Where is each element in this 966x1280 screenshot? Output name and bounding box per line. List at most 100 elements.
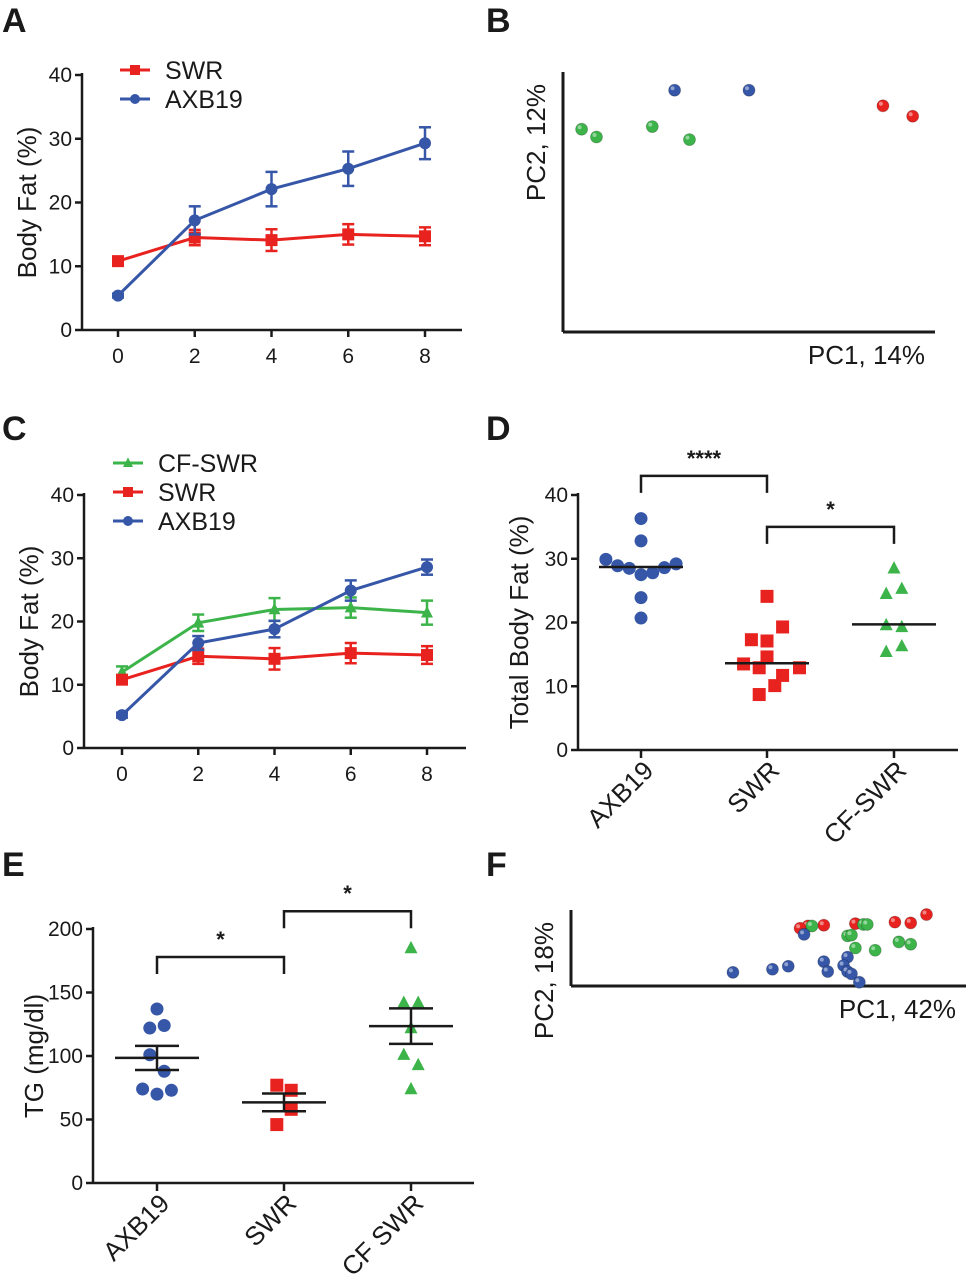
panel-e-data-point-swr <box>284 1083 298 1097</box>
panel-letter-b: B <box>486 2 511 40</box>
panel-f-pca-point-blue <box>797 927 811 941</box>
panel-d-data-point-axb19 <box>634 591 648 605</box>
panel-letter-e: E <box>2 846 25 884</box>
panel-f-pca-point-green-highlight <box>847 931 852 936</box>
panel-a-legend-label-swr: SWR <box>165 57 223 85</box>
panel-f-pca-point-blue-highlight <box>819 957 824 962</box>
panel-e-data-point-axb19 <box>150 1087 164 1101</box>
panel-f-pca-point-green <box>868 943 882 957</box>
panel-f-pca-point-blue-highlight <box>839 961 844 966</box>
panel-d-data-point-axb19 <box>611 559 625 573</box>
panel-f-pca-point-red <box>888 915 902 929</box>
panel-c-data-point-cf-swr <box>344 600 357 613</box>
panel-e-significance-bracket <box>282 909 413 929</box>
panel-a-data-point-axb19 <box>188 214 201 227</box>
panel-f-pca-point-blue-body <box>852 975 866 989</box>
panel-f-pca-point-green-body <box>868 943 882 957</box>
panel-a-series-line-axb19 <box>116 141 426 297</box>
panel-b-pca-point-red <box>906 109 920 123</box>
panel-e-data-point-axb19 <box>143 1021 157 1035</box>
panel-a-data-point-swr <box>342 228 355 241</box>
panel-f-pca-point-green-highlight <box>894 937 899 942</box>
panel-c-legend-marker <box>123 487 133 497</box>
panel-e-data-point-axb19 <box>150 1002 164 1016</box>
panel-f-pca-point-blue-body <box>766 962 779 976</box>
panel-d-data-point-axb19 <box>599 552 613 566</box>
panel-b-pca-point-green-body <box>575 122 588 136</box>
panel-b-pca-point-red-body <box>906 109 920 123</box>
panel-b-pca-point-green-highlight <box>648 122 653 127</box>
panel-f-pca-point-red-highlight <box>890 918 895 923</box>
panel-b-pca-point-red-highlight <box>908 112 913 117</box>
panel-b-pca-point-green <box>575 122 588 136</box>
panel-c-legend-marker <box>123 457 133 467</box>
panel-e-y-tick-label: 150 <box>48 982 83 1005</box>
panel-d-data-point-swr <box>776 668 790 682</box>
panel-d-data-point-cf-swr <box>895 638 909 652</box>
panel-c-data-point-axb19 <box>116 709 128 722</box>
panel-c-legend-marker <box>123 516 133 526</box>
panel-f-pca-point-green-highlight <box>871 946 876 951</box>
panel-a-y-tick-label: 20 <box>49 192 72 215</box>
panel-b-pca-point-green-body <box>590 130 603 144</box>
panel-f-pca-point-blue <box>726 965 740 979</box>
panel-d-x-tick-label: SWR <box>721 755 785 819</box>
panel-d-y-axis-label: Total Body Fat (%) <box>504 516 534 730</box>
panel-c-legend-label-swr: SWR <box>158 479 216 507</box>
panel-b-pca-point-blue-highlight <box>670 86 675 91</box>
panel-f-pca-point-green <box>845 928 858 942</box>
panel-c-y-tick-label: 40 <box>51 484 74 507</box>
panel-b-pca-point-green <box>683 133 696 147</box>
panel-b-pca-point-green-highlight <box>577 125 582 130</box>
panel-c-data-point-axb19 <box>268 623 281 636</box>
panel-e-data-point-axb19 <box>143 1048 157 1062</box>
panel-d-significance-label: **** <box>687 446 722 471</box>
panel-c-x-tick-label: 2 <box>192 763 204 786</box>
panel-c-data-point-axb19 <box>344 584 357 597</box>
panel-c-data-point-cf-swr <box>268 602 281 615</box>
panel-d-data-point-swr <box>760 650 774 664</box>
panel-e-y-tick-label: 0 <box>71 1172 83 1195</box>
panel-d-data-point-swr <box>776 620 790 634</box>
panel-b-x-axis-label: PC1, 14% <box>808 340 925 370</box>
panel-a-data-point-axb19 <box>419 137 431 150</box>
panel-f-pca-point-green-highlight <box>807 921 812 926</box>
panel-e-data-point-swr <box>270 1078 284 1092</box>
panel-f-pca-point-green-body <box>849 941 862 955</box>
panel-a-x-tick-label: 0 <box>112 345 124 368</box>
panel-e-y-axis-label: TG (mg/dl) <box>19 994 49 1118</box>
panel-b-pca-point-red-body <box>876 99 890 113</box>
panel-a-data-point-swr <box>112 255 124 268</box>
panel-c-data-point-swr <box>192 650 205 663</box>
panel-d-y-tick-label: 30 <box>545 548 568 571</box>
panel-d-data-point-cf-swr <box>887 561 901 574</box>
panel-f-pca-point-red-highlight <box>796 924 801 929</box>
panel-f-pca-point-green-body <box>904 937 918 951</box>
panel-f-pca-point-red-highlight <box>819 921 824 926</box>
panel-f-pca-point-red-highlight <box>906 918 911 923</box>
panel-f-pca-point-blue-body <box>797 927 811 941</box>
panel-f-pca-point-blue-highlight <box>843 953 848 958</box>
panel-f-pca-point-blue-body <box>726 965 740 979</box>
panel-c-legend-label-cf-swr: CF-SWR <box>158 450 258 478</box>
panel-c-x-tick-label: 4 <box>269 763 281 786</box>
panel-a-legend-marker <box>130 94 140 104</box>
panel-f-pca-point-green-body <box>805 919 819 933</box>
panel-a-data-point-swr <box>265 234 278 247</box>
panel-e-significance-bracket <box>155 955 286 974</box>
panel-d-data-point-axb19 <box>622 561 636 575</box>
panel-b-pca-point-green <box>590 130 603 144</box>
panel-d-x-tick-label: CF-SWR <box>818 755 913 850</box>
panel-f-pca-point-red-body <box>920 908 933 921</box>
panel-f-pca-point-green-highlight <box>906 940 911 945</box>
panel-a-data-point-axb19 <box>265 183 278 196</box>
panel-d-data-point-axb19 <box>634 534 648 548</box>
panel-d-y-tick-label: 20 <box>545 612 568 635</box>
panel-d-data-point-swr <box>768 679 782 693</box>
panel-f-pca-point-blue-highlight <box>823 967 828 972</box>
panel-f-pca-point-blue <box>845 967 858 981</box>
panel-e-data-point-axb19 <box>164 1083 178 1097</box>
panel-f-pca-point-blue-body <box>821 965 835 978</box>
panel-c-y-tick-label: 0 <box>62 737 74 760</box>
